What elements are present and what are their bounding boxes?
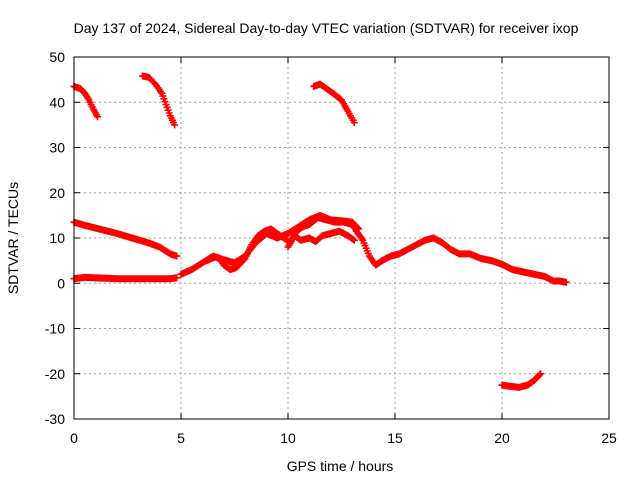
series-markers	[310, 80, 358, 127]
x-axis-label: GPS time / hours	[287, 458, 394, 474]
x-tick-label: 15	[387, 430, 403, 446]
series-arc-8	[284, 227, 358, 251]
y-tick-label: -20	[45, 366, 65, 382]
chart-title: Day 137 of 2024, Sidereal Day-to-day VTE…	[74, 20, 579, 36]
series-markers	[70, 82, 102, 121]
series-markers	[203, 211, 363, 267]
ticks: 0 5 10 15 20 25 -30 -20 -10 0 10 20 30 40 50	[45, 49, 617, 446]
data-series	[70, 72, 570, 391]
y-tick-label: -10	[45, 321, 65, 337]
x-tick-label: 20	[494, 430, 510, 446]
series-markers	[498, 370, 545, 391]
series-arc-7	[203, 211, 363, 267]
x-tick-label: 5	[177, 430, 185, 446]
series-arc-1	[70, 82, 102, 121]
series-markers	[177, 214, 570, 286]
series-markers	[284, 227, 358, 251]
series-arc-3	[310, 80, 358, 127]
y-tick-label: 20	[49, 185, 65, 201]
x-tick-label: 25	[601, 430, 617, 446]
y-tick-label: 50	[49, 49, 65, 65]
series-markers	[70, 218, 181, 260]
grid	[74, 57, 609, 419]
y-tick-label: 10	[49, 230, 65, 246]
series-arc-4	[70, 218, 181, 260]
y-tick-label: 0	[57, 275, 65, 291]
y-tick-label: 30	[49, 140, 65, 156]
series-markers	[70, 273, 181, 283]
series-arc-2	[138, 72, 179, 129]
series-arc-9	[498, 370, 545, 391]
y-tick-label: 40	[49, 94, 65, 110]
y-axis-label: SDTVAR / TECUs	[5, 182, 21, 294]
series-arc-5	[70, 273, 181, 283]
series-markers	[138, 72, 179, 129]
x-tick-label: 10	[280, 430, 296, 446]
y-tick-label: -30	[45, 411, 65, 427]
series-arc-6	[177, 214, 570, 286]
x-tick-label: 0	[70, 430, 78, 446]
